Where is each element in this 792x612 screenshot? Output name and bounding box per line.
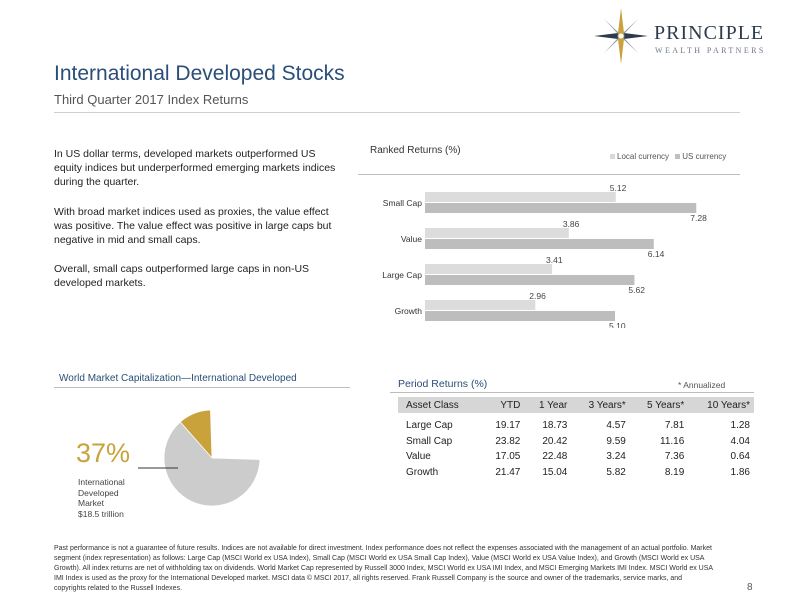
table-cell: 18.73 bbox=[542, 420, 568, 432]
table-row: Value 17.05 22.48 3.24 7.36 0.64 bbox=[398, 449, 754, 465]
bar-category-label: Large Cap bbox=[382, 270, 422, 280]
table-cell: 21.47 bbox=[495, 466, 521, 478]
table-cell: 0.64 bbox=[730, 451, 750, 463]
table-cell: 3.24 bbox=[606, 451, 626, 463]
commentary-paragraph-3: Overall, small caps outperformed large c… bbox=[54, 263, 310, 289]
pie-caption-line: International bbox=[78, 477, 125, 487]
table-row: Large Cap 19.17 18.73 4.57 7.81 1.28 bbox=[398, 418, 754, 434]
table-cell: Growth bbox=[406, 466, 439, 478]
commentary-paragraph-2: With broad market indices used as proxie… bbox=[54, 206, 332, 246]
table-cell: 4.04 bbox=[730, 435, 750, 447]
legend-label-us: US currency bbox=[682, 152, 727, 162]
column-header: 3 Years* bbox=[571, 397, 630, 413]
pie-callout-line bbox=[138, 467, 178, 469]
pie-caption-line: $18.5 trillion bbox=[78, 508, 124, 519]
bar-local-currency bbox=[425, 192, 616, 202]
ranked-returns-divider bbox=[358, 174, 740, 175]
world-market-cap-pie bbox=[163, 409, 261, 507]
footer-disclaimer: Past performance is not a guarantee of f… bbox=[54, 545, 713, 592]
table-cell: 8.19 bbox=[664, 466, 685, 478]
legend-swatch-us bbox=[675, 154, 681, 160]
legend-label-local: Local currency bbox=[617, 152, 670, 162]
pie-highlight-percent: 37% bbox=[76, 438, 131, 468]
bar-value-label: 5.12 bbox=[610, 183, 627, 193]
bar-local-currency bbox=[425, 228, 569, 238]
bar-value-label: 3.86 bbox=[563, 219, 580, 229]
column-header: Asset Class bbox=[398, 397, 482, 413]
ranked-returns-bar-chart: Small Cap 5.12 7.28 Value 3.86 6.14 Large Cap 3… bbox=[382, 183, 707, 328]
logo-tagline: WEALTH PARTNERS bbox=[655, 46, 766, 55]
logo-wordmark: PRINCIPLE bbox=[654, 22, 765, 44]
table-row: Small Cap 23.82 20.42 9.59 11.16 4.04 bbox=[398, 434, 754, 450]
table-cell: 5.82 bbox=[606, 466, 626, 478]
table-cell: 4.57 bbox=[606, 420, 626, 432]
compass-star-icon bbox=[594, 8, 648, 64]
table-cell: Large Cap bbox=[406, 420, 453, 432]
bar-us-currency bbox=[425, 275, 635, 285]
bar-us-currency bbox=[425, 311, 616, 321]
bar-category-label: Small Cap bbox=[383, 198, 422, 208]
page-number: 8 bbox=[747, 582, 753, 593]
bar-us-currency bbox=[425, 203, 697, 213]
pie-slice-rest-of-world bbox=[163, 421, 261, 507]
bar-category-label: Value bbox=[401, 234, 422, 244]
bar-local-currency bbox=[425, 300, 536, 310]
world-market-cap-title: World Market Capitalization—Internationa… bbox=[59, 373, 297, 384]
pie-caption-line: Market bbox=[78, 498, 104, 508]
table-header-row: Asset Class YTD 1 Year 3 Years* 5 Years*… bbox=[398, 397, 754, 413]
table-cell: 22.48 bbox=[542, 451, 568, 463]
bar-value-label: 2.96 bbox=[529, 291, 546, 301]
period-returns-table: Asset Class YTD 1 Year 3 Years* 5 Years*… bbox=[398, 397, 754, 480]
table-cell: 7.36 bbox=[664, 451, 685, 463]
annualized-note: * Annualized bbox=[678, 380, 726, 390]
page-title: International Developed Stocks bbox=[54, 62, 345, 85]
table-cell: 11.16 bbox=[660, 435, 685, 447]
pie-caption-line: Developed bbox=[78, 487, 119, 498]
column-header: YTD bbox=[481, 397, 525, 413]
table-cell: 9.59 bbox=[606, 435, 626, 447]
bar-category-label: Growth bbox=[395, 306, 423, 316]
table-cell: 19.17 bbox=[495, 420, 521, 432]
legend-swatch-local bbox=[610, 154, 615, 160]
title-divider bbox=[54, 112, 740, 113]
bar-us-currency bbox=[425, 239, 654, 249]
table-cell: 7.81 bbox=[664, 420, 685, 432]
table-cell: 15.04 bbox=[542, 466, 568, 478]
period-returns-title: Period Returns (%) bbox=[398, 378, 488, 390]
table-cell: 20.42 bbox=[542, 435, 568, 447]
bar-value-label: 6.14 bbox=[648, 249, 665, 259]
chart-legend: Local currency US currency bbox=[610, 152, 726, 161]
page-subtitle: Third Quarter 2017 Index Returns bbox=[54, 92, 249, 107]
bar-value-label: 7.28 bbox=[690, 213, 707, 223]
period-returns-divider bbox=[390, 392, 754, 393]
bar-local-currency bbox=[425, 264, 553, 274]
table-cell: Small Cap bbox=[406, 435, 453, 447]
column-header: 1 Year bbox=[524, 397, 572, 413]
table-row: Growth 21.47 15.04 5.82 8.19 1.86 bbox=[398, 465, 754, 481]
column-header: 5 Years* bbox=[629, 397, 689, 413]
table-cell: 23.82 bbox=[495, 435, 521, 447]
principle-logo: PRINCIPLE WEALTH PARTNERS bbox=[592, 6, 782, 66]
table-cell: 17.05 bbox=[495, 451, 521, 463]
bar-value-label: 3.41 bbox=[546, 255, 563, 265]
bar-value-label: 5.62 bbox=[628, 285, 645, 295]
table-cell: 1.28 bbox=[730, 420, 750, 432]
table-cell: Value bbox=[406, 451, 431, 463]
ranked-returns-title: Ranked Returns (%) bbox=[370, 145, 461, 156]
bar-value-label: 5.10 bbox=[609, 321, 626, 328]
column-header: 10 Years* bbox=[688, 397, 754, 413]
pie-caption: International Developed Market $18.5 tri… bbox=[78, 477, 158, 519]
commentary-paragraph-1: In US dollar terms, developed markets ou… bbox=[54, 148, 336, 188]
world-market-cap-divider bbox=[54, 387, 350, 388]
table-cell: 1.86 bbox=[730, 466, 750, 478]
